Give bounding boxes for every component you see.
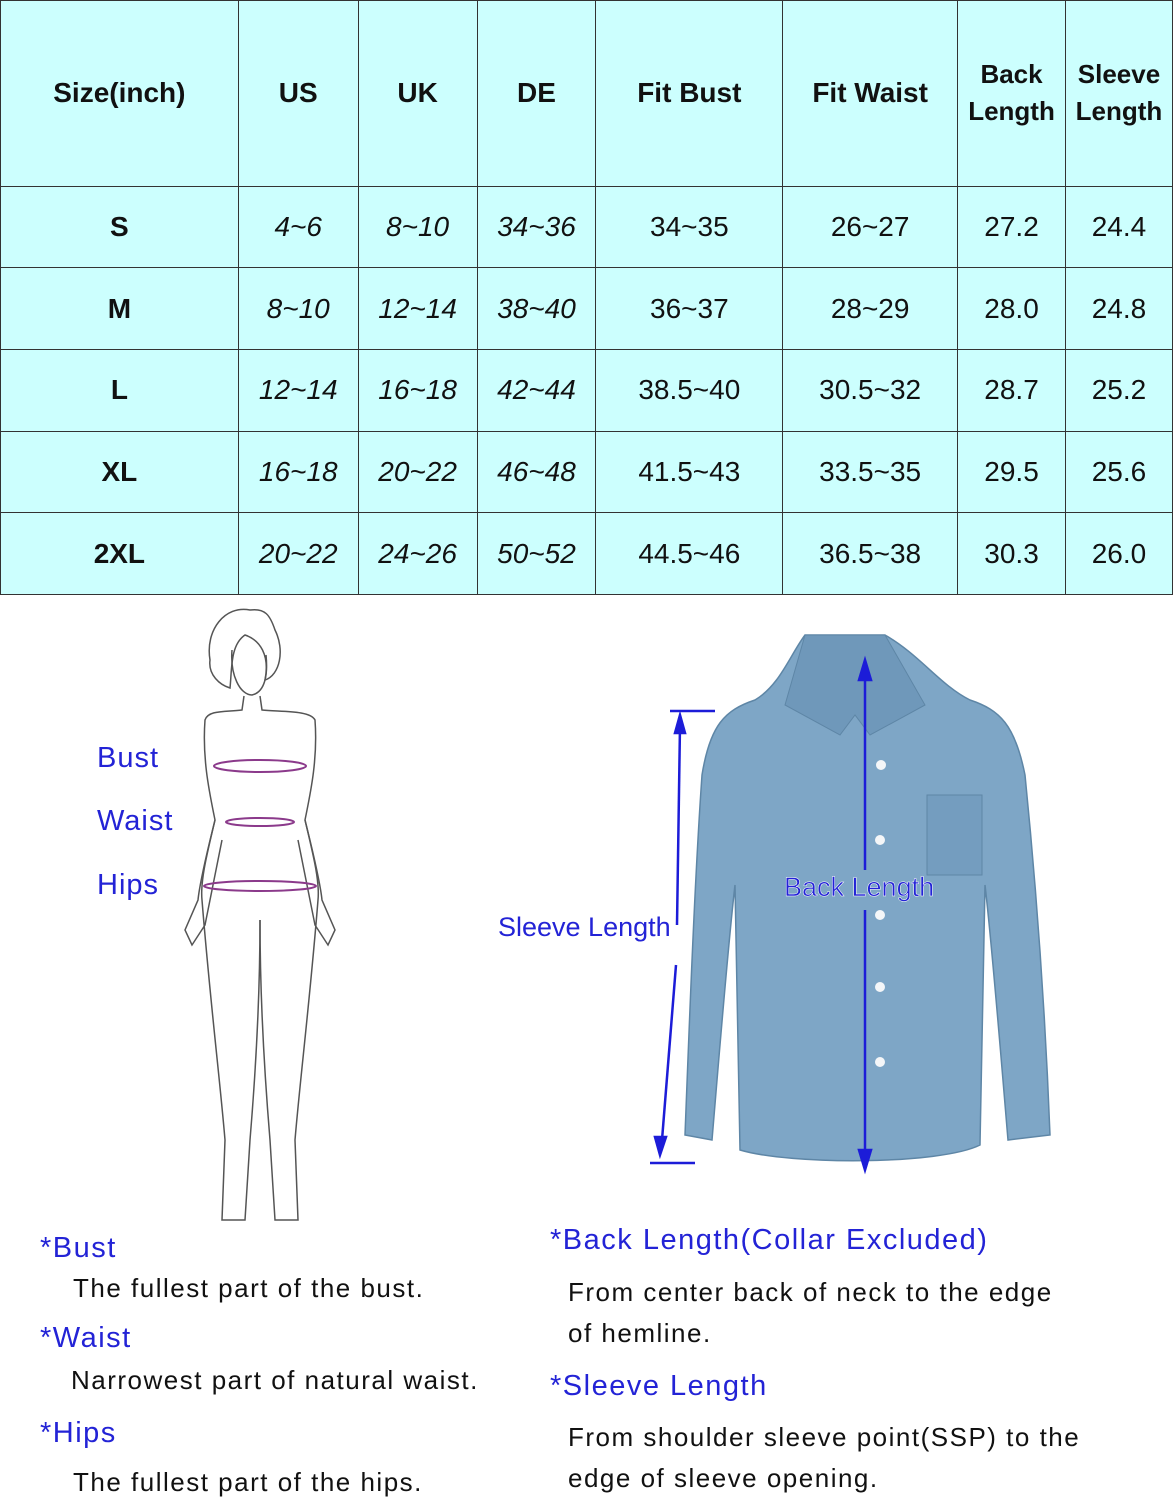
table-row: L 12~14 16~18 42~44 38.5~40 30.5~32 28.7 25.2 [0, 348, 1173, 432]
cell-sleeve-length: 25.6 [1064, 430, 1173, 514]
back-length-label: Back Length [784, 872, 935, 903]
note-back-length-title: *Back Length(Collar Excluded) [550, 1224, 989, 1256]
note-bust-title: *Bust [40, 1232, 117, 1264]
table-header-row: Size(inch) US UK DE Fit Bust Fit Waist B… [0, 0, 1173, 187]
table-row: XL 16~18 20~22 46~48 41.5~43 33.5~35 29.5 25.6 [0, 430, 1173, 514]
bust-label: Bust [97, 742, 160, 774]
header-size: Size(inch) [0, 0, 239, 187]
cell-fit-bust: 41.5~43 [595, 430, 784, 514]
cell-sleeve-length: 25.2 [1064, 348, 1173, 432]
cell-size: S [0, 185, 239, 269]
cell-back-length: 28.0 [957, 267, 1066, 350]
cell-back-length: 29.5 [957, 430, 1066, 514]
cell-us: 8~10 [237, 267, 359, 350]
cell-size: XL [0, 430, 239, 514]
sleeve-length-label: Sleeve Length [498, 912, 671, 942]
cell-size: L [0, 348, 239, 432]
table-row: M 8~10 12~14 38~40 36~37 28~29 28.0 24.8 [0, 267, 1173, 350]
cell-fit-waist: 28~29 [782, 267, 959, 350]
cell-back-length: 30.3 [957, 512, 1066, 595]
cell-fit-bust: 38.5~40 [595, 348, 784, 432]
note-sleeve-length-title: *Sleeve Length [550, 1370, 768, 1402]
header-text: Back [980, 59, 1043, 90]
note-sleeve-length-line2: edge of sleeve opening. [568, 1463, 879, 1493]
cell-sleeve-length: 24.4 [1064, 185, 1173, 269]
cell-uk: 8~10 [357, 185, 478, 269]
table-row: 2XL 20~22 24~26 50~52 44.5~46 36.5~38 30.3 26.0 [0, 512, 1173, 595]
cell-us: 12~14 [237, 348, 359, 432]
size-chart-table: Size(inch) US UK DE Fit Bust Fit Waist B… [0, 0, 1173, 595]
cell-us: 16~18 [237, 430, 359, 514]
cell-uk: 24~26 [357, 512, 478, 595]
table-row: S 4~6 8~10 34~36 34~35 26~27 27.2 24.4 [0, 185, 1173, 269]
cell-fit-waist: 26~27 [782, 185, 959, 269]
cell-us: 20~22 [237, 512, 359, 595]
cell-us: 4~6 [237, 185, 359, 269]
cell-de: 34~36 [476, 185, 597, 269]
header-fit-bust: Fit Bust [595, 0, 784, 187]
cell-fit-bust: 34~35 [595, 185, 784, 269]
cell-de: 38~40 [476, 267, 597, 350]
header-text: Length [1075, 96, 1163, 127]
cell-de: 50~52 [476, 512, 597, 595]
header-sleeve-length: Sleeve Length [1064, 0, 1173, 187]
cell-fit-waist: 30.5~32 [782, 348, 959, 432]
cell-size: 2XL [0, 512, 239, 595]
cell-uk: 20~22 [357, 430, 478, 514]
waist-label: Waist [97, 805, 174, 837]
note-hips-text: The fullest part of the hips. [73, 1467, 423, 1497]
hips-label: Hips [97, 869, 160, 901]
header-uk: UK [357, 0, 478, 187]
note-bust-text: The fullest part of the bust. [73, 1273, 425, 1303]
header-back-length: Back Length [957, 0, 1066, 187]
cell-uk: 16~18 [357, 348, 478, 432]
note-back-length-line2: of hemline. [568, 1318, 712, 1348]
header-de: DE [476, 0, 597, 187]
body-illustration [184, 608, 336, 1221]
cell-fit-waist: 36.5~38 [782, 512, 959, 595]
cell-de: 42~44 [476, 348, 597, 432]
cell-back-length: 27.2 [957, 185, 1066, 269]
header-fit-waist: Fit Waist [782, 0, 959, 187]
note-hips-title: *Hips [40, 1417, 117, 1449]
cell-sleeve-length: 26.0 [1064, 512, 1173, 595]
header-text: Length [968, 96, 1055, 127]
cell-fit-waist: 33.5~35 [782, 430, 959, 514]
cell-size: M [0, 267, 239, 350]
shirt-illustration [650, 634, 1051, 1175]
header-text: Sleeve [1077, 59, 1161, 90]
note-waist-title: *Waist [40, 1322, 132, 1354]
cell-fit-bust: 44.5~46 [595, 512, 784, 595]
cell-sleeve-length: 24.8 [1064, 267, 1173, 350]
header-us: US [237, 0, 359, 187]
cell-uk: 12~14 [357, 267, 478, 350]
note-back-length-line1: From center back of neck to the edge [568, 1277, 1053, 1307]
note-waist-text: Narrowest part of natural waist. [71, 1365, 479, 1395]
cell-de: 46~48 [476, 430, 597, 514]
note-sleeve-length-line1: From shoulder sleeve point(SSP) to the [568, 1422, 1081, 1452]
cell-fit-bust: 36~37 [595, 267, 784, 350]
cell-back-length: 28.7 [957, 348, 1066, 432]
